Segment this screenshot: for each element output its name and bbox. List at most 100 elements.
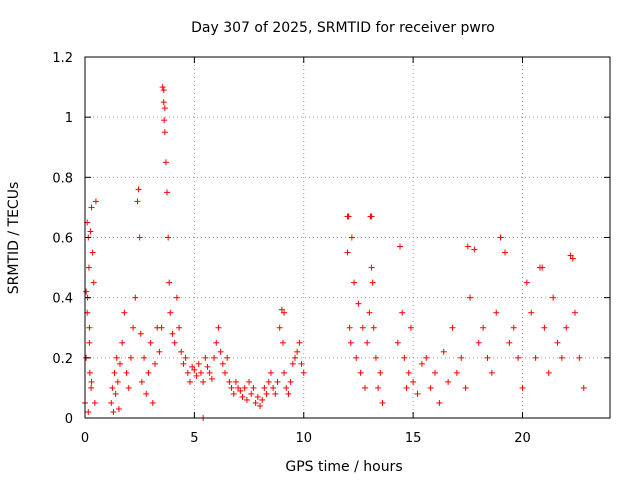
data-point (224, 354, 231, 361)
data-point (453, 369, 460, 376)
data-point (127, 354, 134, 361)
data-point (130, 324, 137, 331)
data-point (506, 339, 513, 346)
data-point (156, 348, 163, 355)
data-point (114, 378, 121, 385)
data-point (287, 378, 294, 385)
x-tick-label: 0 (81, 431, 89, 446)
data-point (92, 198, 99, 205)
data-point (550, 294, 557, 301)
data-point (165, 234, 172, 241)
data-point (222, 369, 228, 376)
data-point (169, 330, 176, 337)
data-point (147, 339, 154, 346)
data-point (397, 243, 403, 250)
data-point (348, 234, 355, 241)
data-point (219, 360, 226, 367)
data-point (193, 372, 200, 379)
data-point (246, 378, 253, 385)
data-point (86, 324, 93, 331)
data-point (580, 384, 587, 391)
data-point (167, 309, 174, 316)
data-point (189, 363, 196, 370)
data-point (265, 378, 272, 385)
data-point (272, 390, 279, 397)
data-point (432, 369, 438, 376)
data-point (191, 366, 198, 373)
data-point (90, 279, 97, 286)
data-point (270, 384, 277, 391)
data-point (558, 354, 565, 361)
x-tick-label: 15 (405, 431, 422, 446)
x-tick-label: 20 (514, 431, 531, 446)
data-point (346, 324, 353, 331)
data-point (278, 306, 285, 313)
data-point (554, 339, 561, 346)
data-point (528, 309, 535, 316)
data-point (344, 249, 351, 256)
data-point (217, 348, 224, 355)
plot-frame (84, 56, 611, 419)
data-point (252, 399, 259, 406)
data-point (572, 309, 578, 316)
data-point (563, 324, 570, 331)
data-point (184, 369, 191, 376)
data-point (298, 360, 305, 367)
data-point (259, 396, 266, 403)
data-point (576, 354, 583, 361)
data-point (541, 324, 548, 331)
data-point (497, 234, 504, 241)
data-point (125, 384, 132, 391)
data-point (567, 252, 574, 259)
data-point (112, 390, 119, 397)
data-point (88, 384, 95, 391)
y-tick-label: 1.2 (52, 51, 73, 66)
data-point (377, 369, 384, 376)
data-point (164, 189, 171, 196)
data-point (110, 408, 117, 415)
data-point (267, 369, 274, 376)
data-point (510, 324, 517, 331)
data-point (283, 384, 290, 391)
data-point (158, 324, 165, 331)
data-point (480, 324, 487, 331)
data-point (159, 84, 166, 91)
data-point (195, 360, 202, 367)
data-point (279, 339, 286, 346)
data-point (91, 399, 98, 406)
axes-layer: 0 5 10 15 20 0 0.2 0.4 0.6 0.8 1 1.2 (52, 51, 611, 446)
data-point (394, 339, 401, 346)
data-point (187, 378, 193, 385)
data-point (355, 300, 362, 307)
data-point (117, 360, 123, 367)
data-point (539, 264, 546, 271)
data-point (257, 402, 263, 409)
data-point (178, 348, 185, 355)
data-point (519, 384, 526, 391)
data-point (241, 384, 248, 391)
data-point (502, 249, 508, 256)
data-point (162, 159, 169, 166)
data-point (281, 369, 288, 376)
data-point (369, 279, 376, 286)
data-point (375, 384, 382, 391)
grid-layer (85, 57, 610, 418)
data-point (401, 354, 408, 361)
data-point (300, 369, 307, 376)
data-point (161, 129, 168, 136)
chart-title: Day 307 of 2025, SRMTID for receiver pwr… (191, 20, 495, 36)
data-point (475, 339, 482, 346)
data-point (449, 324, 456, 331)
data-point (85, 408, 92, 415)
data-point (213, 339, 220, 346)
data-point (261, 384, 268, 391)
y-tick-label: 0.6 (52, 232, 73, 247)
data-point (462, 384, 469, 391)
data-point (445, 378, 452, 385)
data-point (108, 399, 115, 406)
data-point (208, 375, 215, 382)
data-point (427, 384, 434, 391)
data-point (176, 324, 183, 331)
data-point (87, 228, 94, 235)
data-point (237, 387, 244, 394)
